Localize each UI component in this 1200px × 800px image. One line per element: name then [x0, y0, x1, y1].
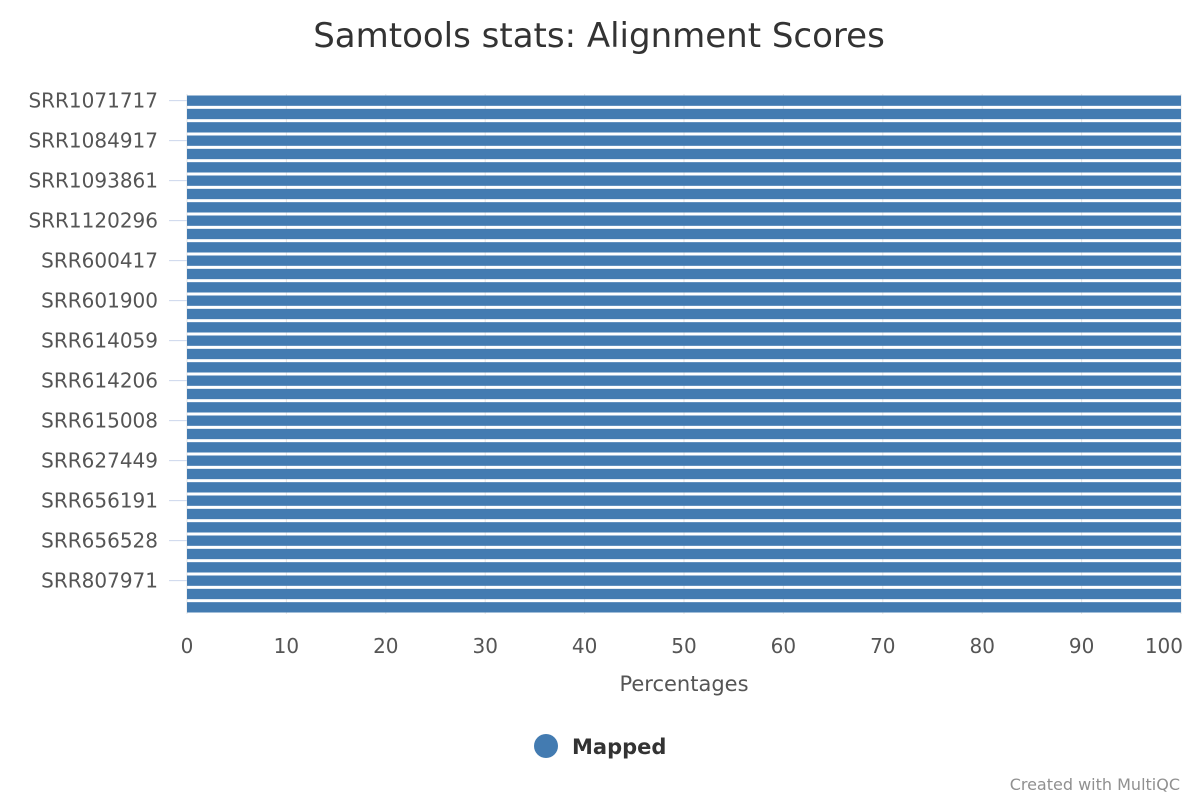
- category-label: SRR614206: [41, 369, 158, 393]
- x-tick-label: 60: [771, 634, 796, 658]
- x-tick-label: 40: [572, 634, 597, 658]
- bar-mapped[interactable]: [187, 122, 1181, 133]
- bar-mapped[interactable]: [187, 415, 1181, 426]
- bar-mapped[interactable]: [187, 362, 1181, 373]
- bar-mapped[interactable]: [187, 602, 1181, 613]
- category-label: SRR1071717: [28, 89, 158, 113]
- x-tick-label: 0: [181, 634, 194, 658]
- category-label: SRR614059: [41, 329, 158, 353]
- category-label: SRR656528: [41, 529, 158, 553]
- bar-series-mapped[interactable]: [187, 95, 1181, 613]
- x-tick-label: 80: [969, 634, 994, 658]
- x-axis-title: Percentages: [619, 672, 748, 696]
- bar-mapped[interactable]: [187, 162, 1181, 173]
- category-label: SRR807971: [41, 569, 158, 593]
- bar-mapped[interactable]: [187, 255, 1181, 266]
- bar-mapped[interactable]: [187, 308, 1181, 320]
- bar-mapped[interactable]: [187, 95, 1181, 106]
- bar-mapped[interactable]: [187, 242, 1181, 253]
- bar-mapped[interactable]: [187, 322, 1181, 333]
- bar-mapped[interactable]: [187, 588, 1181, 600]
- category-label: SRR1093861: [28, 169, 158, 193]
- x-tick-label: 100: [1145, 634, 1183, 658]
- bar-mapped[interactable]: [187, 482, 1181, 493]
- bar-mapped[interactable]: [187, 495, 1181, 506]
- bar-mapped[interactable]: [187, 455, 1181, 466]
- bar-mapped[interactable]: [187, 335, 1181, 346]
- x-tick-label: 30: [472, 634, 497, 658]
- x-tick-label: 10: [274, 634, 299, 658]
- bar-mapped[interactable]: [187, 268, 1181, 280]
- bar-mapped[interactable]: [187, 575, 1181, 586]
- category-label: SRR601900: [41, 289, 158, 313]
- credits-link[interactable]: Created with MultiQC: [1010, 775, 1180, 794]
- bar-mapped[interactable]: [187, 295, 1181, 306]
- bar-mapped[interactable]: [187, 215, 1181, 226]
- bar-mapped[interactable]: [187, 508, 1181, 520]
- category-label: SRR627449: [41, 449, 158, 473]
- bar-mapped[interactable]: [187, 535, 1181, 546]
- bar-mapped[interactable]: [187, 428, 1181, 440]
- legend-item-mapped[interactable]: Mapped: [572, 735, 666, 759]
- bar-mapped[interactable]: [187, 135, 1181, 146]
- bar-mapped[interactable]: [187, 562, 1181, 573]
- value-axis: 0 10 20 30 40 50 60 70 80 90 100: [181, 634, 1183, 658]
- category-label: SRR615008: [41, 409, 158, 433]
- category-label: SRR600417: [41, 249, 158, 273]
- bar-mapped[interactable]: [187, 375, 1181, 386]
- legend[interactable]: Mapped: [534, 734, 666, 759]
- bar-mapped[interactable]: [187, 442, 1181, 453]
- bar-mapped[interactable]: [187, 148, 1181, 160]
- category-label: SRR1084917: [28, 129, 158, 153]
- category-axis: SRR1071717 SRR1084917 SRR1093861 SRR1120296…: [28, 89, 187, 593]
- category-label: SRR1120296: [28, 209, 158, 233]
- bar-mapped[interactable]: [187, 388, 1181, 400]
- bar-mapped[interactable]: [187, 548, 1181, 560]
- bar-mapped[interactable]: [187, 108, 1181, 120]
- bar-mapped[interactable]: [187, 348, 1181, 360]
- bar-mapped[interactable]: [187, 522, 1181, 533]
- bar-mapped[interactable]: [187, 202, 1181, 213]
- chart-title: Samtools stats: Alignment Scores: [313, 16, 885, 56]
- bar-mapped[interactable]: [187, 188, 1181, 200]
- category-label: SRR656191: [41, 489, 158, 513]
- x-tick-label: 50: [671, 634, 696, 658]
- bar-mapped[interactable]: [187, 228, 1181, 240]
- bar-mapped[interactable]: [187, 468, 1181, 480]
- bar-mapped[interactable]: [187, 175, 1181, 186]
- x-tick-label: 70: [870, 634, 895, 658]
- bar-mapped[interactable]: [187, 282, 1181, 293]
- x-tick-label: 90: [1069, 634, 1094, 658]
- x-tick-label: 20: [373, 634, 398, 658]
- bar-mapped[interactable]: [187, 402, 1181, 413]
- legend-marker-mapped[interactable]: [534, 734, 558, 758]
